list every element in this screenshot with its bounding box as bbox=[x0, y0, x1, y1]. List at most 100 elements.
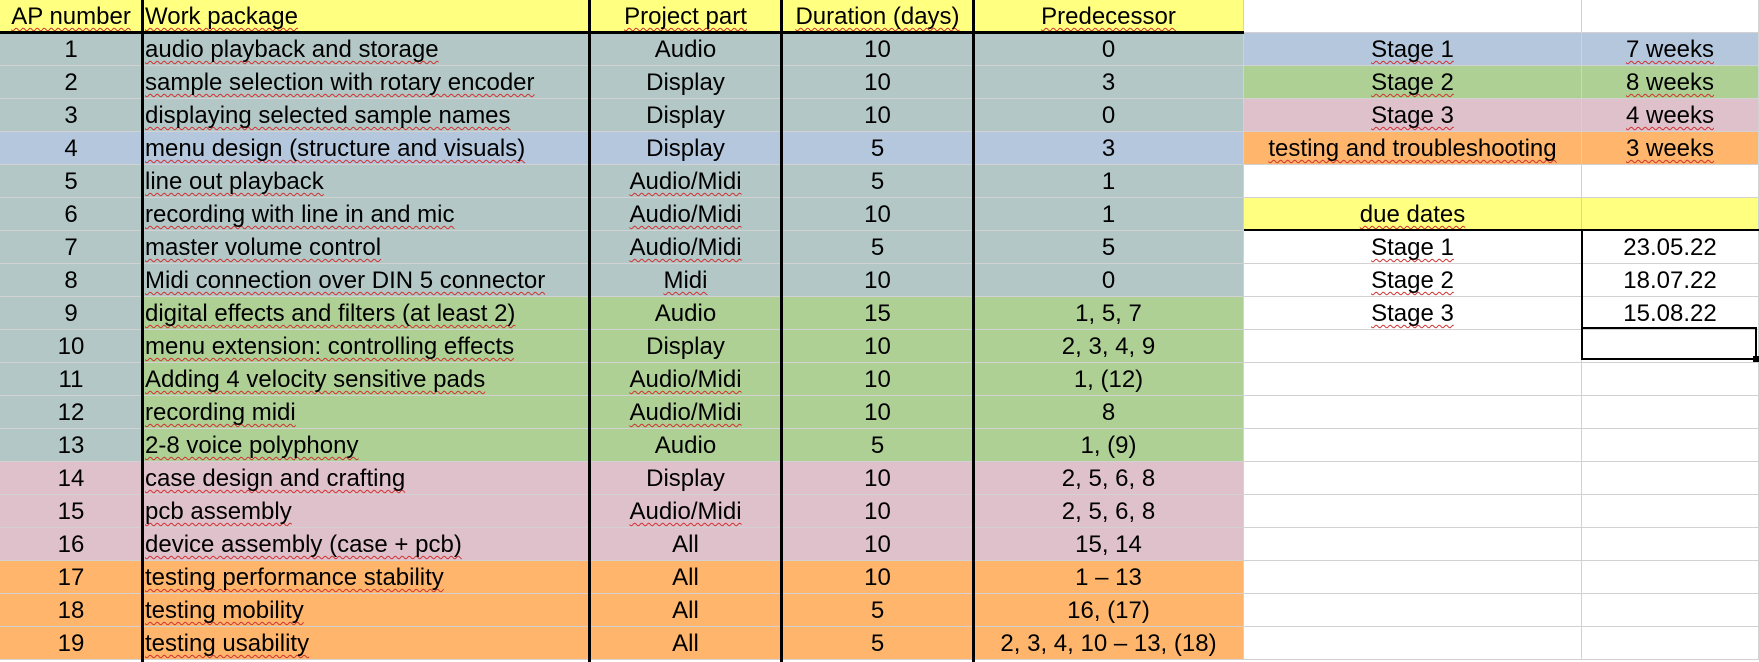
empty-cell[interactable] bbox=[1244, 330, 1582, 363]
ap-number-cell[interactable]: 16 bbox=[0, 528, 143, 561]
empty-cell[interactable] bbox=[1582, 594, 1759, 627]
duration-cell[interactable]: 5 bbox=[782, 594, 974, 627]
predecessor-cell[interactable]: 2, 3, 4, 10 – 13, (18) bbox=[974, 627, 1244, 660]
work-package-cell[interactable]: recording with line in and mic bbox=[143, 198, 590, 231]
empty-cell[interactable] bbox=[1582, 528, 1759, 561]
fill-handle[interactable] bbox=[1753, 356, 1759, 362]
ap-number-cell[interactable]: 2 bbox=[0, 66, 143, 99]
duration-cell[interactable]: 10 bbox=[782, 264, 974, 297]
predecessor-cell[interactable]: 1, (9) bbox=[974, 429, 1244, 462]
duration-cell[interactable]: 5 bbox=[782, 627, 974, 660]
duration-cell[interactable]: 10 bbox=[782, 66, 974, 99]
ap-number-cell[interactable]: 17 bbox=[0, 561, 143, 594]
stage-weeks-cell[interactable]: 7 weeks bbox=[1582, 33, 1759, 66]
empty-cell[interactable] bbox=[1244, 627, 1582, 660]
ap-number-cell[interactable]: 9 bbox=[0, 297, 143, 330]
empty-cell[interactable] bbox=[1582, 462, 1759, 495]
ap-number-cell[interactable]: 12 bbox=[0, 396, 143, 429]
duration-cell[interactable]: 10 bbox=[782, 33, 974, 66]
duration-cell[interactable]: 10 bbox=[782, 528, 974, 561]
ap-number-cell[interactable]: 10 bbox=[0, 330, 143, 363]
empty-cell[interactable] bbox=[1244, 528, 1582, 561]
duration-cell[interactable]: 10 bbox=[782, 396, 974, 429]
project-part-cell[interactable]: Display bbox=[590, 66, 782, 99]
header-cell[interactable]: Project part bbox=[590, 0, 782, 33]
due-dates-header-fill[interactable] bbox=[1582, 198, 1759, 231]
empty-cell[interactable] bbox=[1582, 495, 1759, 528]
due-date-cell[interactable]: 23.05.22 bbox=[1582, 231, 1759, 264]
work-package-cell[interactable]: digital effects and filters (at least 2) bbox=[143, 297, 590, 330]
predecessor-cell[interactable]: 2, 5, 6, 8 bbox=[974, 495, 1244, 528]
work-package-cell[interactable]: testing usability bbox=[143, 627, 590, 660]
stage-weeks-cell[interactable]: 4 weeks bbox=[1582, 99, 1759, 132]
ap-number-cell[interactable]: 18 bbox=[0, 594, 143, 627]
project-part-cell[interactable]: Display bbox=[590, 99, 782, 132]
work-package-cell[interactable]: recording midi bbox=[143, 396, 590, 429]
work-package-cell[interactable]: pcb assembly bbox=[143, 495, 590, 528]
project-part-cell[interactable]: Audio/Midi bbox=[590, 363, 782, 396]
predecessor-cell[interactable]: 1 – 13 bbox=[974, 561, 1244, 594]
empty-cell[interactable] bbox=[1244, 429, 1582, 462]
duration-cell[interactable]: 10 bbox=[782, 330, 974, 363]
predecessor-cell[interactable]: 3 bbox=[974, 132, 1244, 165]
due-date-cell[interactable]: 18.07.22 bbox=[1582, 264, 1759, 297]
predecessor-cell[interactable]: 1 bbox=[974, 198, 1244, 231]
work-package-cell[interactable]: menu design (structure and visuals) bbox=[143, 132, 590, 165]
predecessor-cell[interactable]: 15, 14 bbox=[974, 528, 1244, 561]
empty-cell[interactable] bbox=[1582, 396, 1759, 429]
empty-cell[interactable] bbox=[1582, 561, 1759, 594]
empty-cell[interactable] bbox=[1582, 165, 1759, 198]
project-part-cell[interactable]: Audio/Midi bbox=[590, 396, 782, 429]
ap-number-cell[interactable]: 19 bbox=[0, 627, 143, 660]
work-package-cell[interactable]: testing mobility bbox=[143, 594, 590, 627]
empty-cell[interactable] bbox=[1244, 396, 1582, 429]
empty-cell[interactable] bbox=[1244, 165, 1582, 198]
stage-weeks-cell[interactable]: 3 weeks bbox=[1582, 132, 1759, 165]
project-part-cell[interactable]: Audio bbox=[590, 33, 782, 66]
ap-number-cell[interactable]: 8 bbox=[0, 264, 143, 297]
stage-label-cell[interactable]: Stage 2 bbox=[1244, 66, 1582, 99]
project-part-cell[interactable]: All bbox=[590, 528, 782, 561]
due-date-cell[interactable]: 15.08.22 bbox=[1582, 297, 1759, 330]
work-package-cell[interactable]: testing performance stability bbox=[143, 561, 590, 594]
header-cell[interactable]: AP number bbox=[0, 0, 143, 33]
work-package-cell[interactable]: audio playback and storage bbox=[143, 33, 590, 66]
empty-cell[interactable] bbox=[1582, 627, 1759, 660]
empty-cell[interactable] bbox=[1244, 561, 1582, 594]
predecessor-cell[interactable]: 5 bbox=[974, 231, 1244, 264]
predecessor-cell[interactable]: 0 bbox=[974, 33, 1244, 66]
predecessor-cell[interactable]: 16, (17) bbox=[974, 594, 1244, 627]
ap-number-cell[interactable]: 5 bbox=[0, 165, 143, 198]
due-label-cell[interactable]: Stage 3 bbox=[1244, 297, 1582, 330]
duration-cell[interactable]: 10 bbox=[782, 363, 974, 396]
project-part-cell[interactable]: Display bbox=[590, 330, 782, 363]
project-part-cell[interactable]: Display bbox=[590, 132, 782, 165]
due-label-cell[interactable]: Stage 1 bbox=[1244, 231, 1582, 264]
ap-number-cell[interactable]: 13 bbox=[0, 429, 143, 462]
project-part-cell[interactable]: Audio/Midi bbox=[590, 198, 782, 231]
project-part-cell[interactable]: Audio/Midi bbox=[590, 165, 782, 198]
work-package-cell[interactable]: device assembly (case + pcb) bbox=[143, 528, 590, 561]
due-label-cell[interactable]: Stage 2 bbox=[1244, 264, 1582, 297]
work-package-cell[interactable]: displaying selected sample names bbox=[143, 99, 590, 132]
empty-cell[interactable] bbox=[1582, 0, 1759, 33]
empty-cell[interactable] bbox=[1244, 0, 1582, 33]
duration-cell[interactable]: 10 bbox=[782, 462, 974, 495]
duration-cell[interactable]: 5 bbox=[782, 132, 974, 165]
predecessor-cell[interactable]: 3 bbox=[974, 66, 1244, 99]
ap-number-cell[interactable]: 15 bbox=[0, 495, 143, 528]
ap-number-cell[interactable]: 11 bbox=[0, 363, 143, 396]
work-package-cell[interactable]: Midi connection over DIN 5 connector bbox=[143, 264, 590, 297]
work-package-cell[interactable]: menu extension: controlling effects bbox=[143, 330, 590, 363]
predecessor-cell[interactable]: 1, 5, 7 bbox=[974, 297, 1244, 330]
predecessor-cell[interactable]: 0 bbox=[974, 99, 1244, 132]
duration-cell[interactable]: 5 bbox=[782, 165, 974, 198]
work-package-cell[interactable]: 2-8 voice polyphony bbox=[143, 429, 590, 462]
duration-cell[interactable]: 10 bbox=[782, 495, 974, 528]
duration-cell[interactable]: 5 bbox=[782, 429, 974, 462]
duration-cell[interactable]: 5 bbox=[782, 231, 974, 264]
empty-cell[interactable] bbox=[1582, 363, 1759, 396]
project-part-cell[interactable]: Audio bbox=[590, 297, 782, 330]
ap-number-cell[interactable]: 14 bbox=[0, 462, 143, 495]
predecessor-cell[interactable]: 8 bbox=[974, 396, 1244, 429]
